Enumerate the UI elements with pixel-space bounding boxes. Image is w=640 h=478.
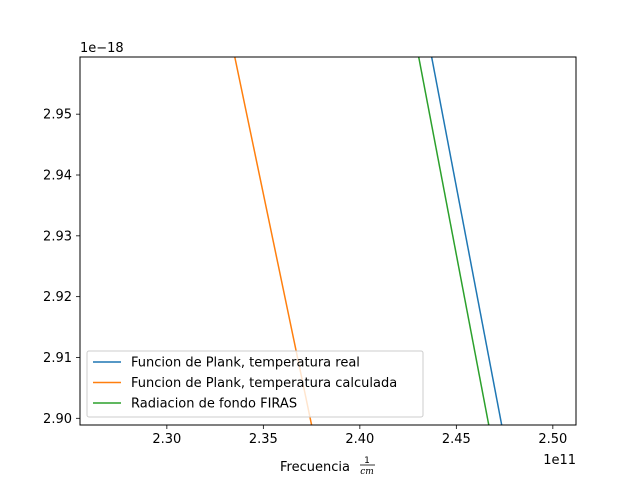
x-tick-label: 2.45 [442, 432, 471, 447]
y-tick-label: 2.91 [43, 351, 72, 366]
x-tick-label: 2.30 [152, 432, 181, 447]
legend-label-2: Funcion de Plank, temperatura calculada [131, 376, 397, 391]
x-axis-label-numerator: 1 [364, 456, 370, 466]
y-tick-label: 2.92 [43, 290, 72, 305]
x-tick-label: 2.50 [538, 432, 567, 447]
legend: Funcion de Plank, temperatura real Funcio… [86, 350, 424, 418]
plot-area-frame [79, 56, 577, 426]
x-axis-label: Frecuencia 1 cm [280, 456, 375, 477]
series-line-1 [430, 57, 503, 425]
legend-box [86, 350, 424, 418]
x-offset-text: 1e11 [543, 453, 576, 468]
legend-label-1: Funcion de Plank, temperatura real [131, 356, 360, 371]
x-tick-label: 2.35 [249, 432, 278, 447]
y-tick-label: 2.95 [43, 108, 72, 123]
series-line-3 [417, 57, 490, 425]
y-tick-label: 2.93 [43, 229, 72, 244]
y-tick-label: 2.94 [43, 169, 72, 184]
x-tick-label: 2.40 [345, 432, 374, 447]
x-axis-label-denominator: cm [360, 467, 374, 477]
legend-label-3: Radiacion de fondo FIRAS [131, 397, 297, 412]
x-axis-label-text: Frecuencia [280, 460, 350, 475]
y-axis: 2.90 2.91 2.92 2.93 2.94 2.95 [43, 108, 80, 427]
y-offset-text: 1e−18 [80, 41, 124, 56]
y-tick-label: 2.90 [43, 412, 72, 427]
x-axis: 2.30 2.35 2.40 2.45 2.50 [152, 425, 567, 447]
